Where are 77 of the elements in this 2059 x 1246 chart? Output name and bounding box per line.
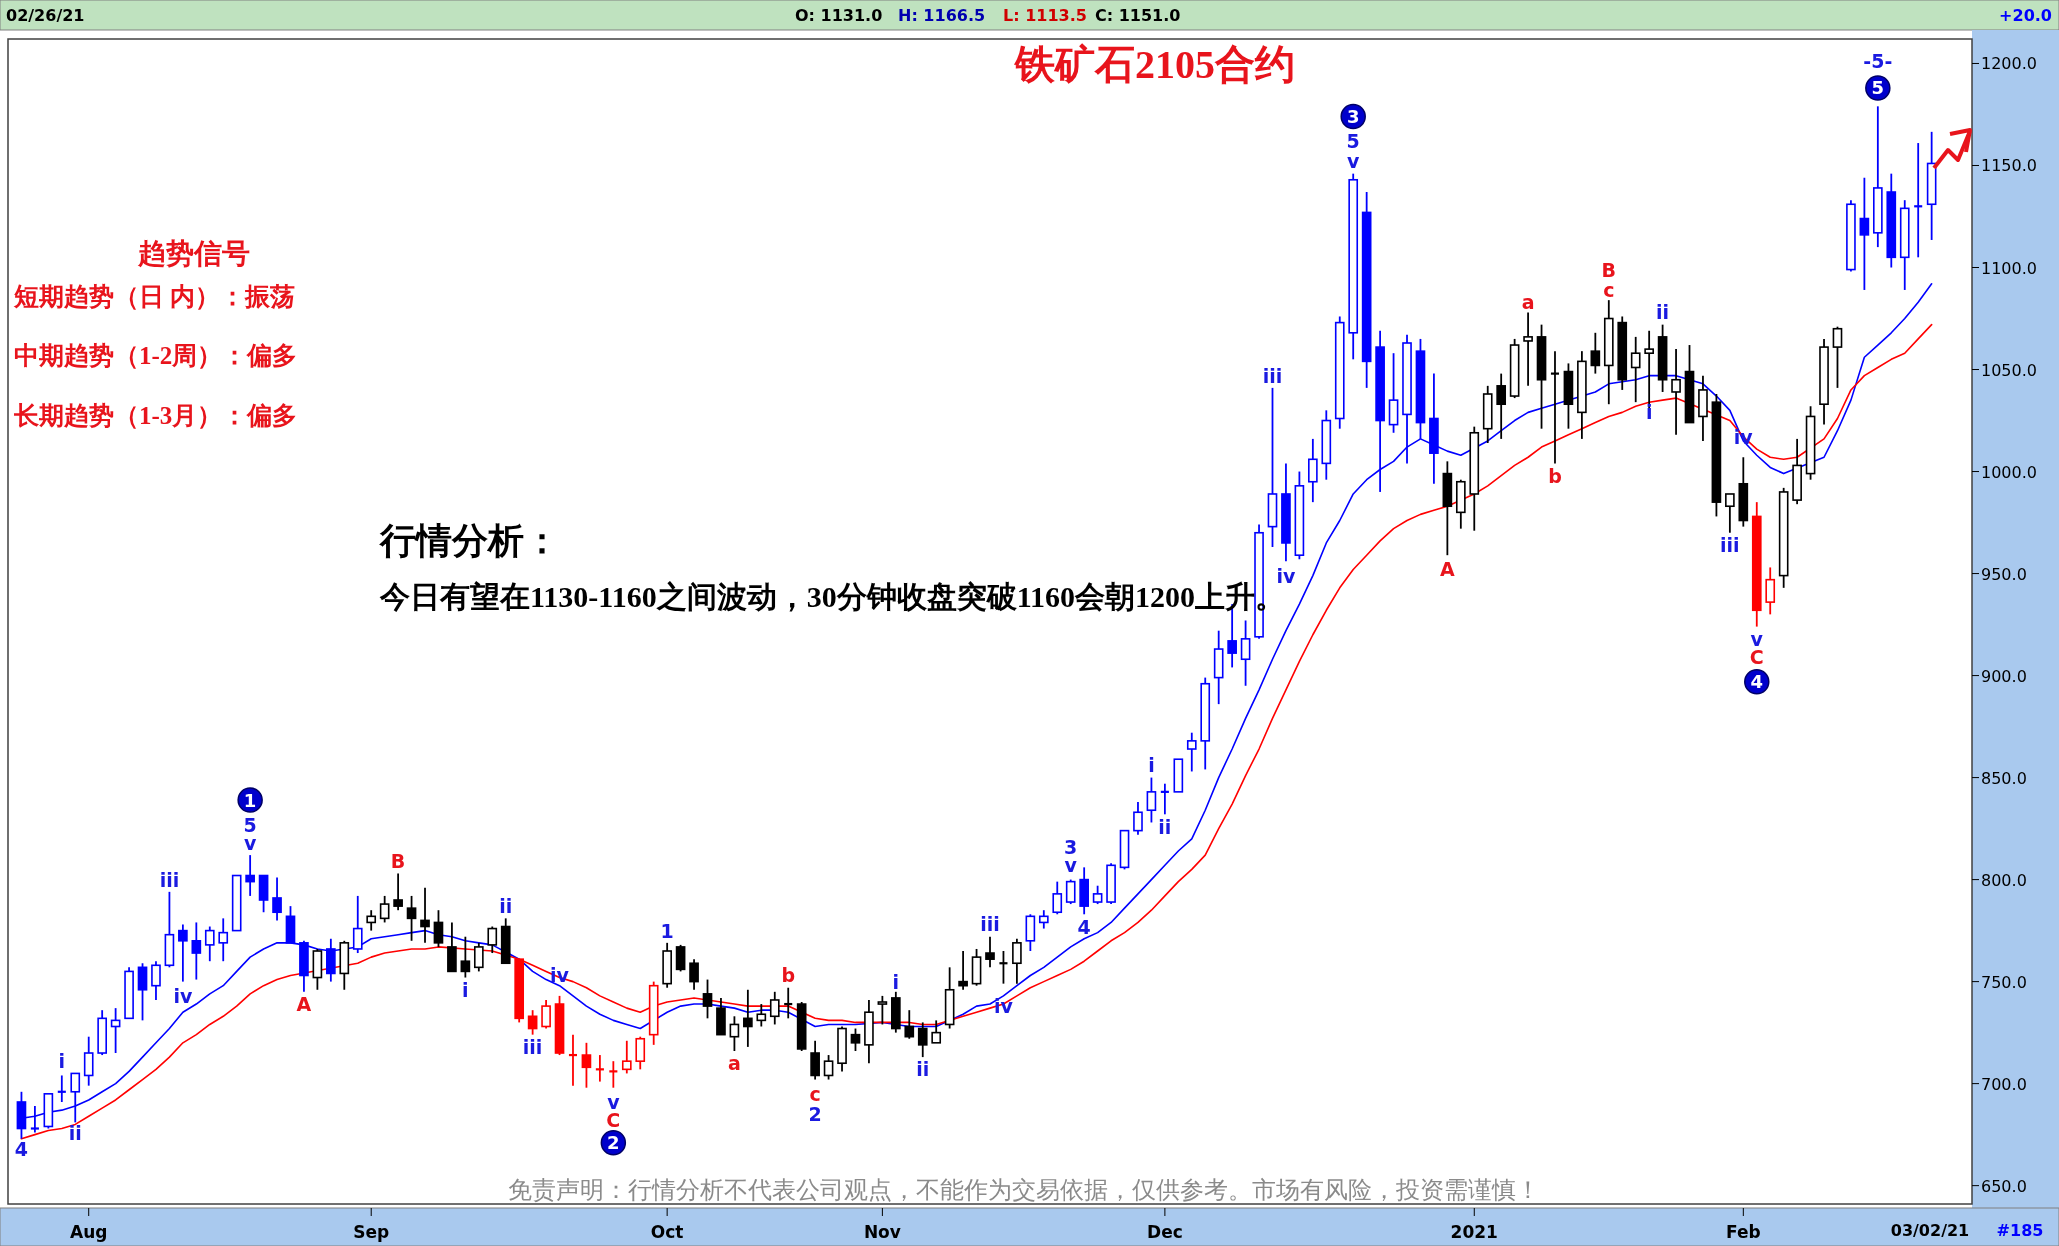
annotation: b [781, 964, 796, 987]
annotation: v [1347, 150, 1361, 173]
annotation: 5 [1346, 130, 1360, 153]
wave-label: 3 [1340, 103, 1366, 130]
annotation: i [1148, 754, 1155, 777]
annotation: 5 [1871, 77, 1885, 99]
annotation: ii [1158, 815, 1172, 838]
annotation: iii [1262, 364, 1283, 387]
text: O: 1131.0 [795, 6, 883, 25]
annotation: ii [1656, 301, 1670, 324]
annotation: 免责声明：行情分析不代表公司观点，不能作为交易依据，仅供参考。市场有风险，投资需谨慎！ [508, 1177, 1540, 1203]
y-tick-label: 950.0 [1981, 564, 2027, 584]
x-tick-label: Sep [353, 1222, 390, 1242]
x-tick-label: Feb [1726, 1222, 1761, 1242]
text: C: 1151.0 [1095, 6, 1181, 25]
annotation: 1 [660, 919, 674, 942]
y-tick-label: 1200.0 [1981, 54, 2037, 74]
x-tick-label: Nov [863, 1222, 901, 1242]
annotation: iii [1720, 533, 1740, 556]
y-tick-label: 900.0 [1981, 666, 2027, 686]
y-tick-label: 850.0 [1981, 768, 2027, 788]
annotation: iii [159, 868, 180, 891]
annotation: -5- [1863, 50, 1893, 73]
annotation: 4 [1750, 671, 1764, 693]
annotation: ii [68, 1121, 82, 1144]
y-tick-label: 1150.0 [1981, 156, 2037, 176]
y-tick-label: 800.0 [1981, 870, 2027, 890]
x-tick-label: Aug [69, 1222, 108, 1242]
text: +20.0 [1999, 6, 2052, 25]
annotation: 3 [1346, 106, 1360, 128]
text: L: 1113.5 [1003, 6, 1087, 25]
annotation: ii [916, 1058, 930, 1081]
x-tick-label: Dec [1147, 1222, 1183, 1242]
wave-label: 2 [600, 1130, 627, 1156]
annotation: b [1548, 464, 1562, 487]
annotation: i [1645, 401, 1653, 424]
annotation: iii [522, 1035, 543, 1058]
x-tick-label: Oct [650, 1222, 684, 1242]
x-tick-label: 2021 [1450, 1222, 1498, 1242]
annotation: 2 [808, 1103, 822, 1126]
annotation: iii [980, 913, 1000, 936]
annotation: 短期趋势（日 内）：振荡 [13, 283, 296, 310]
annotation: 长期趋势（1-3月）：偏多 [13, 402, 298, 429]
y-tick-label: 1100.0 [1981, 258, 2037, 278]
annotation: A [1440, 558, 1456, 581]
annotation: B [390, 850, 406, 873]
wave-label: 1 [237, 787, 263, 813]
y-tick-label: 1050.0 [1981, 360, 2037, 380]
annotation: ii [499, 895, 513, 918]
chart-title: 铁矿石2105合约 [1013, 42, 1295, 87]
annotation: i [58, 1050, 66, 1073]
text: #185 [1996, 1221, 2044, 1240]
annotation: 趋势信号 [137, 238, 250, 269]
annotation: A [296, 993, 312, 1016]
annotation: B [1601, 258, 1617, 281]
y-tick-label: 1000.0 [1981, 462, 2037, 482]
y-tick-label: 700.0 [1981, 1074, 2027, 1094]
text: H: 1166.5 [898, 6, 986, 25]
wave-label: 5 [1865, 75, 1891, 101]
annotation: 中期趋势（1-2周）：偏多 [14, 342, 298, 369]
wave-label: 4 [1744, 668, 1770, 695]
annotation: 4 [1077, 915, 1091, 938]
text: 02/26/21 [6, 6, 85, 25]
annotation: a [1521, 291, 1535, 314]
text: 03/02/21 [1890, 1221, 1970, 1240]
annotation: a [728, 1052, 741, 1075]
annotation: 行情分析： [379, 521, 560, 561]
annotation: c [809, 1082, 821, 1105]
annotation: i [462, 978, 469, 1001]
annotation: 4 [14, 1137, 29, 1160]
annotation: c [1603, 278, 1615, 301]
annotation: 2 [607, 1132, 620, 1154]
annotation: 1 [243, 789, 257, 811]
y-tick-label: 750.0 [1981, 972, 2027, 992]
annotation: iv [173, 984, 193, 1007]
annotation: i [892, 970, 900, 993]
y-tick-label: 650.0 [1981, 1176, 2027, 1196]
